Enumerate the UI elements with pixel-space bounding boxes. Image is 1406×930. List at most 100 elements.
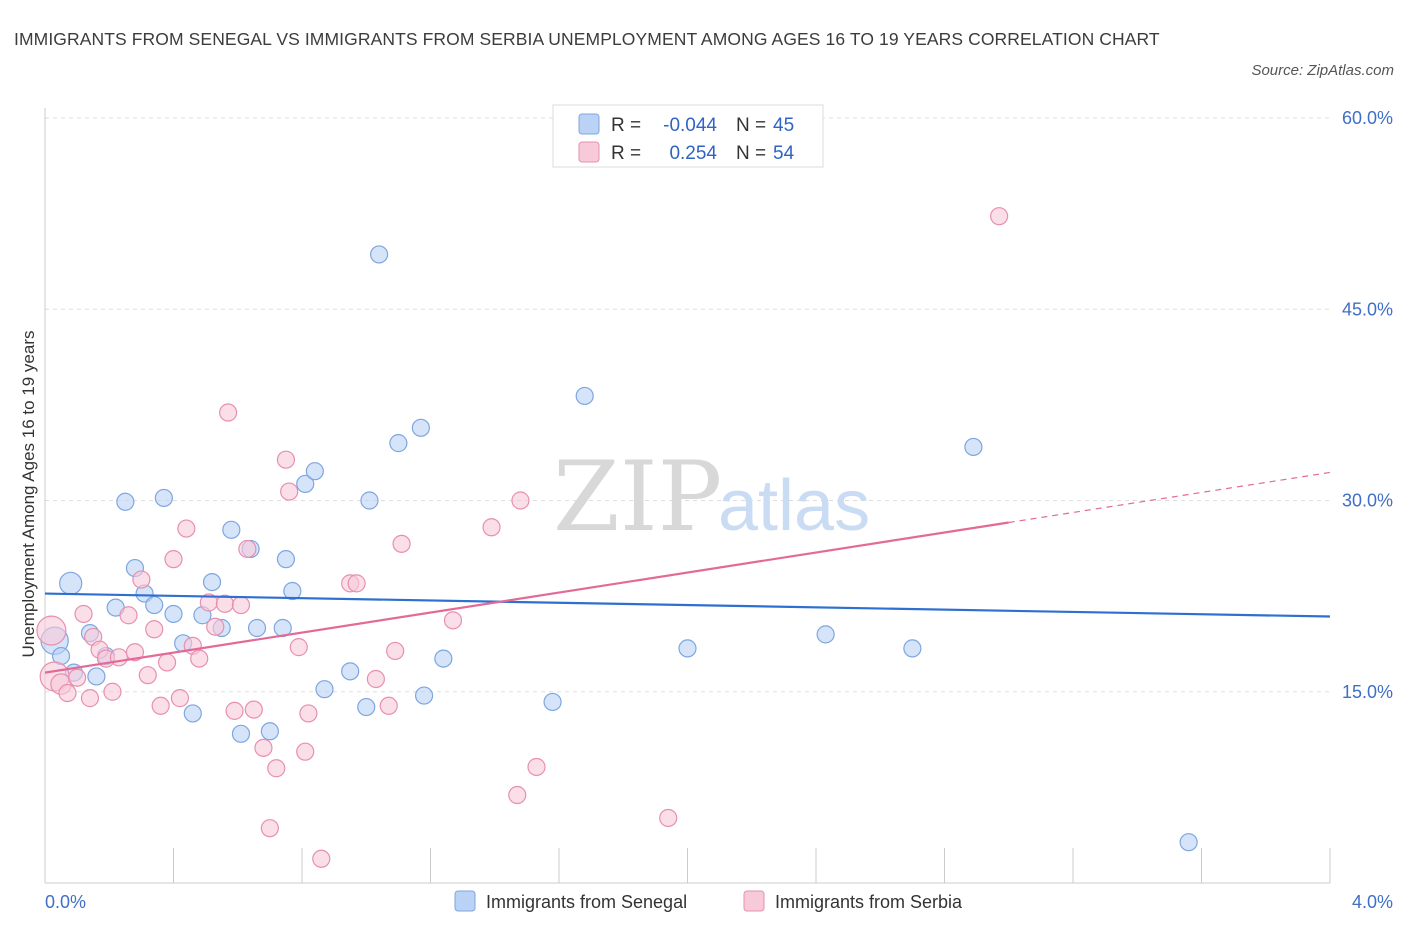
senegal-point xyxy=(575,386,594,406)
serbia-point xyxy=(109,648,128,667)
serbia-point xyxy=(190,649,209,668)
legend-r-value-senegal: -0.044 xyxy=(663,115,717,136)
serbia-point xyxy=(219,403,238,422)
x-tick-label-max: 4.0% xyxy=(1352,892,1393,912)
serbia-point xyxy=(138,666,157,685)
serbia-point xyxy=(299,704,318,723)
watermark-atlas: atlas xyxy=(718,466,870,546)
senegal-point xyxy=(360,491,379,510)
serbia-point xyxy=(296,742,315,761)
senegal-point xyxy=(59,571,83,596)
watermark-zip: ZIP xyxy=(553,441,722,553)
serbia-point xyxy=(443,611,463,630)
serbia-point xyxy=(312,849,331,868)
serbia-point xyxy=(103,682,122,701)
serbia-point xyxy=(119,606,138,625)
serbia-point xyxy=(260,819,279,838)
senegal-point xyxy=(164,604,183,624)
senegal-point xyxy=(222,520,241,539)
watermark: ZIP atlas xyxy=(553,441,870,553)
senegal-trend-line xyxy=(44,592,1331,618)
top-legend: R = -0.044 N = 45 R = 0.254 N = 54 xyxy=(552,104,824,168)
serbia-point xyxy=(145,620,164,639)
senegal-point xyxy=(296,474,315,494)
serbia-point xyxy=(244,700,263,719)
legend-r-label-serbia: R = xyxy=(611,143,641,164)
serbia-point xyxy=(511,491,530,510)
bottom-legend-swatch-senegal xyxy=(454,890,476,912)
serbia-point xyxy=(267,759,286,778)
x-tick-label-min: 0.0% xyxy=(45,892,86,912)
trend-lines xyxy=(44,471,1331,674)
bottom-legend-swatch-serbia xyxy=(743,890,765,912)
bottom-legend-label-senegal: Immigrants from Senegal xyxy=(486,892,687,912)
senegal-point xyxy=(276,550,296,569)
legend-r-label-senegal: R = xyxy=(611,115,641,136)
legend-swatch-serbia xyxy=(578,141,600,163)
senegal-point xyxy=(357,697,376,717)
senegal-point xyxy=(116,492,135,511)
serbia-point xyxy=(151,696,170,715)
serbia-point xyxy=(659,808,678,828)
senegal-point xyxy=(260,722,279,741)
serbia-point xyxy=(347,574,366,593)
senegal-point xyxy=(903,639,922,658)
senegal-point xyxy=(964,437,983,457)
serbia-point xyxy=(225,701,244,720)
senegal-point xyxy=(231,724,251,743)
legend-r-value-serbia: 0.254 xyxy=(669,143,717,164)
legend-n-label-senegal: N = xyxy=(736,115,766,136)
serbia-trend-line xyxy=(44,521,1009,674)
serbia-point xyxy=(36,615,67,646)
legend-n-value-serbia: 54 xyxy=(773,143,795,164)
serbia-point xyxy=(68,668,87,687)
senegal-point xyxy=(305,462,324,481)
senegal-point xyxy=(283,581,302,601)
senegal-point xyxy=(315,680,334,699)
senegal-point xyxy=(341,662,360,681)
serbia-point xyxy=(164,550,183,569)
serbia-point xyxy=(254,738,273,757)
senegal-point xyxy=(370,245,389,264)
serbia-point xyxy=(132,570,151,589)
serbia-point xyxy=(280,482,299,501)
senegal-point xyxy=(816,625,835,644)
serbia-point xyxy=(508,785,527,805)
axes xyxy=(44,108,1331,884)
senegal-points xyxy=(40,245,1198,852)
serbia-point xyxy=(177,519,196,538)
senegal-point xyxy=(145,595,164,615)
senegal-point xyxy=(389,434,408,453)
senegal-point xyxy=(678,639,697,658)
serbia-point xyxy=(125,643,145,662)
senegal-point xyxy=(1179,833,1198,852)
senegal-point xyxy=(247,618,267,638)
senegal-point xyxy=(414,686,434,705)
serbia-point xyxy=(527,757,546,777)
serbia-point xyxy=(238,539,257,559)
senegal-point xyxy=(183,704,202,723)
y-tick-label: 30.0% xyxy=(1342,491,1393,511)
serbia-point xyxy=(58,683,77,703)
serbia-point xyxy=(990,207,1009,226)
y-tick-label: 15.0% xyxy=(1342,682,1393,702)
serbia-point xyxy=(379,696,398,715)
senegal-point xyxy=(543,692,562,712)
y-tick-label: 45.0% xyxy=(1342,299,1393,319)
senegal-point xyxy=(202,572,222,592)
serbia-point xyxy=(392,534,411,553)
serbia-point xyxy=(170,689,190,708)
legend-swatch-senegal xyxy=(578,113,600,135)
legend-n-value-senegal: 45 xyxy=(773,115,794,136)
serbia-point xyxy=(206,617,225,636)
serbia-trend-line-extension xyxy=(1008,471,1331,524)
y-axis-title: Unemployment Among Ages 16 to 19 years xyxy=(19,331,38,658)
y-tick-label: 60.0% xyxy=(1342,108,1393,128)
serbia-point xyxy=(157,653,177,672)
senegal-point xyxy=(87,667,106,686)
source-label: Source: ZipAtlas.com xyxy=(1251,62,1394,79)
serbia-point xyxy=(482,518,501,537)
y-tick-labels: 15.0% 30.0% 45.0% 60.0% xyxy=(1342,108,1393,702)
bottom-legend-label-serbia: Immigrants from Serbia xyxy=(775,892,963,912)
